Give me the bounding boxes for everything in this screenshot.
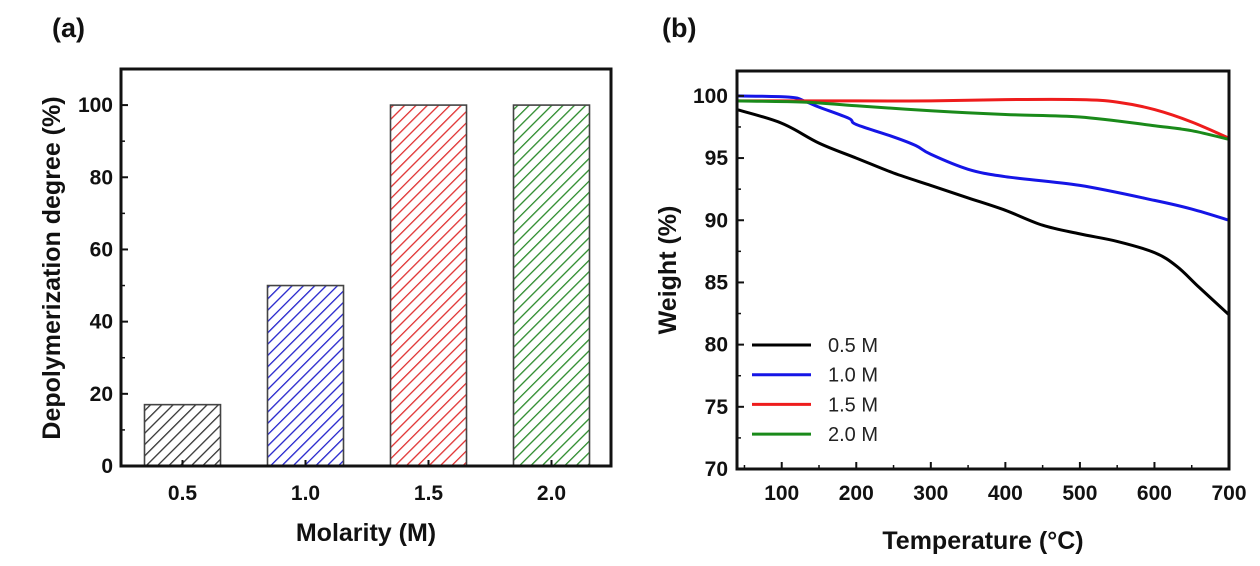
x-tick-label: 600 xyxy=(1137,482,1172,505)
x-tick-label: 0.5 xyxy=(168,482,198,505)
panel-b-x-axis-title: Temperature (°C) xyxy=(882,527,1083,555)
y-tick-label: 95 xyxy=(705,147,729,170)
panel-b-y-axis-title: Weight (%) xyxy=(654,206,682,335)
y-tick-label: 80 xyxy=(90,166,113,189)
y-tick-label: 100 xyxy=(78,94,113,117)
bar-2.0 xyxy=(512,104,591,467)
panel-a-y-axis-title: Depolymerization degree (%) xyxy=(38,96,66,439)
bar-0.5 xyxy=(143,403,222,467)
y-tick-label: 0 xyxy=(101,455,113,478)
legend-item: 1.5 M xyxy=(752,394,878,416)
bar-1.5 xyxy=(389,104,468,467)
legend-item: 0.5 M xyxy=(752,335,878,357)
x-tick-label: 1.5 xyxy=(414,482,444,505)
y-tick-label: 100 xyxy=(693,85,728,108)
panel-b-line-chart: (b) 70 75 80 85 90 95 100 100 200 300 400 500 600 70… xyxy=(654,13,1247,555)
legend-label: 1.5 M xyxy=(828,394,878,416)
panel-b-legend: 0.5 M 1.0 M 1.5 M 2.0 M xyxy=(752,335,878,446)
panel-b-label: (b) xyxy=(662,13,696,43)
x-tick-label: 500 xyxy=(1062,482,1097,505)
y-tick-label: 75 xyxy=(705,396,729,419)
y-tick-label: 80 xyxy=(705,334,728,357)
x-tick-label: 100 xyxy=(764,482,799,505)
series-line-1.5-m xyxy=(737,97,1230,140)
panel-a-bar-chart: (a) 0 20 40 60 80 100 0.5 1.0 1.5 2.0 Molarity (… xyxy=(38,13,613,547)
x-tick-label: 300 xyxy=(913,482,948,505)
series-line-0.5-m xyxy=(736,108,1231,316)
x-tick-label: 2.0 xyxy=(537,482,566,505)
x-tick-label: 1.0 xyxy=(291,482,320,505)
panel-a-label: (a) xyxy=(52,13,85,43)
bar-1.0 xyxy=(266,284,345,467)
panel-a-plot-frame xyxy=(119,67,613,468)
y-tick-label: 85 xyxy=(705,271,729,294)
legend-item: 2.0 M xyxy=(752,424,878,446)
panel-a-x-axis-title: Molarity (M) xyxy=(296,519,436,547)
panel-b-plot-frame xyxy=(735,69,1231,471)
series-line-2.0-m xyxy=(736,99,1230,141)
y-tick-label: 90 xyxy=(705,209,728,232)
legend-label: 2.0 M xyxy=(828,424,878,446)
legend-label: 1.0 M xyxy=(828,365,878,387)
legend-item: 1.0 M xyxy=(752,365,878,387)
y-tick-label: 40 xyxy=(90,311,113,334)
legend-label: 0.5 M xyxy=(828,335,878,357)
x-tick-label: 400 xyxy=(988,482,1023,505)
y-tick-label: 20 xyxy=(90,383,113,406)
y-tick-label: 70 xyxy=(705,458,728,481)
y-tick-label: 60 xyxy=(90,238,113,261)
x-tick-label: 200 xyxy=(839,482,874,505)
x-tick-label: 700 xyxy=(1211,482,1246,505)
